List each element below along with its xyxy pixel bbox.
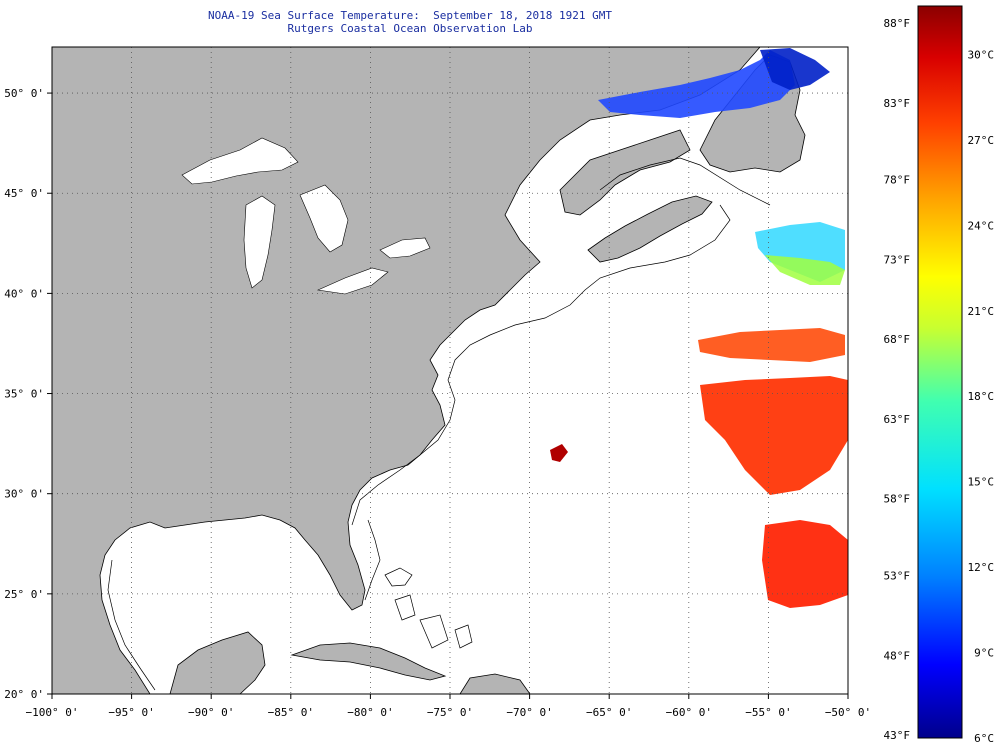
lon-tick-label: −90° 0' [188,706,234,719]
lat-tick-label: 40° 0' [4,287,44,300]
colorbar-celsius-label: 12°C [968,561,995,574]
sst-patch-40n-orange [698,328,845,362]
land-nova-scotia [587,195,713,263]
colorbar-fahrenheit-label: 73°F [884,253,911,266]
lat-tick-label: 20° 0' [4,688,44,701]
sst-patch-gulf-stlawrence [598,50,795,118]
lat-tick-label: 25° 0' [4,588,44,601]
lake-huron [299,184,349,253]
colorbar-fahrenheit-label: 63°F [884,413,911,426]
sst-patch-35n-red [700,376,848,495]
colorbar-celsius-label: 9°C [974,647,994,660]
land-hispaniola [459,673,531,694]
colorbar-labels: 43°F 48°F 53°F 58°F 63°F 68°F 73°F 78°F 83°F 88°F… [884,17,995,745]
colorbar-fahrenheit-label: 83°F [884,97,911,110]
land-yucatan [169,631,266,694]
colorbar: 43°F 48°F 53°F 58°F 63°F 68°F 73°F 78°F 83°F 88°F… [884,5,995,745]
sst-patch-green-band [765,255,845,285]
sst-patch-small-red [550,444,568,462]
lat-tick-label: 30° 0' [4,488,44,501]
map-title-block: NOAA-19 Sea Surface Temperature: Septemb… [0,9,820,35]
land-gaspe [559,129,691,216]
colorbar-celsius-label: 24°C [968,219,995,232]
colorbar-celsius-label: 6°C [974,732,994,745]
colorbar-celsius-label: 27°C [968,134,995,147]
lat-tick-label: 35° 0' [4,388,44,401]
colorbar-fahrenheit-label: 48°F [884,649,911,662]
lon-tick-label: −75° 0' [427,706,473,719]
lon-tick-label: −70° 0' [506,706,552,719]
lake-erie [316,267,389,295]
colorbar-fahrenheit-label: 53°F [884,570,911,583]
colorbar-fahrenheit-label: 88°F [884,17,911,30]
sst-data-patches [550,48,848,608]
lake-michigan [243,195,276,289]
colorbar-celsius-label: 30°C [968,48,995,61]
lon-tick-label: −65° 0' [586,706,632,719]
colorbar-gradient [917,5,963,739]
lon-tick-label: −55° 0' [745,706,791,719]
colorbar-fahrenheit-label: 58°F [884,493,911,506]
colorbar-celsius-label: 18°C [968,390,995,403]
lake-ontario [379,237,431,259]
map-tick-labels: −100° 0' −95° 0' −90° 0' −85° 0' −80° 0' −75°… [4,87,871,719]
lon-tick-label: −100° 0' [26,706,79,719]
shelf-contours [107,157,771,691]
colorbar-celsius-label: 15°C [968,476,995,489]
lon-tick-label: −60° 0' [666,706,712,719]
lon-tick-label: −50° 0' [825,706,871,719]
bahamas-islands [384,567,473,649]
map-area [52,47,848,694]
lon-tick-label: −80° 0' [347,706,393,719]
colorbar-fahrenheit-label: 68°F [884,333,911,346]
lon-tick-label: −85° 0' [268,706,314,719]
map-subtitle: Rutgers Coastal Ocean Observation Lab [287,22,533,35]
land-cuba [290,642,447,681]
colorbar-fahrenheit-label: 43°F [884,729,911,742]
map-title: NOAA-19 Sea Surface Temperature: Septemb… [208,9,612,22]
colorbar-fahrenheit-label: 78°F [884,174,911,187]
sst-patch-north-blue [760,48,830,90]
lon-tick-label: −95° 0' [108,706,154,719]
sst-patch-28n-red [762,520,848,608]
colorbar-celsius-label: 21°C [968,305,995,318]
lat-tick-label: 50° 0' [4,87,44,100]
lat-tick-label: 45° 0' [4,187,44,200]
land-north-america [52,47,761,694]
